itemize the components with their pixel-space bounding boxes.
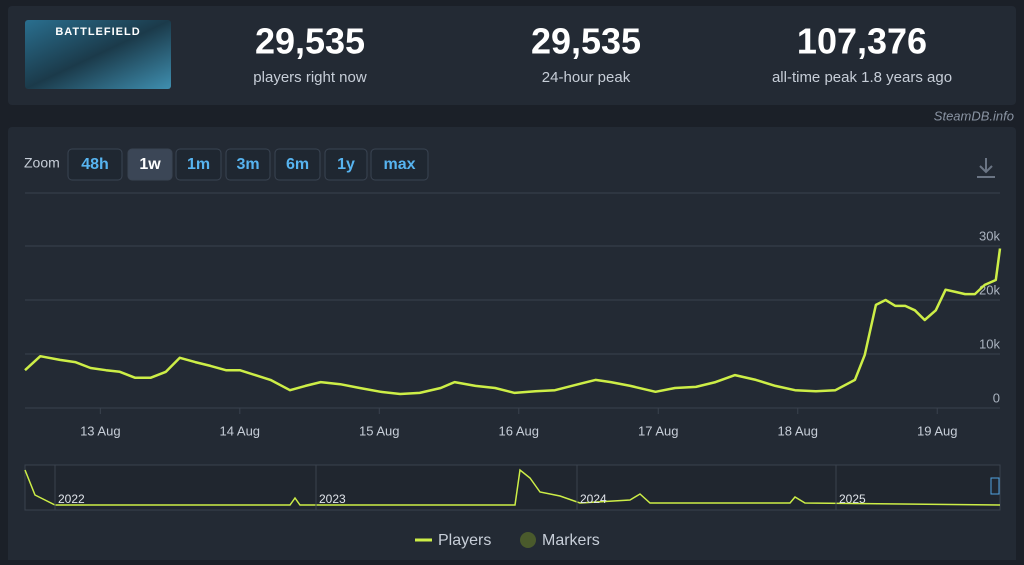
thumbnail-text: BATTLEFIELD	[55, 26, 140, 38]
game-thumbnail[interactable]	[25, 20, 171, 89]
zoom-button-label: max	[383, 156, 415, 173]
zoom-button[interactable]	[324, 148, 368, 181]
x-tick-label: 16 Aug	[499, 423, 540, 438]
zoom-button[interactable]	[370, 148, 429, 181]
zoom-button[interactable]	[67, 148, 123, 181]
legend-label[interactable]: Players	[438, 532, 491, 549]
download-icon[interactable]	[977, 158, 995, 178]
y-tick-label: 30k	[979, 228, 1000, 243]
stat-value: 29,535	[531, 21, 641, 62]
navigator-year: 2025	[839, 492, 866, 506]
stat-value: 107,376	[797, 21, 927, 62]
zoom-button[interactable]	[127, 148, 173, 181]
zoom-button[interactable]	[225, 148, 271, 181]
navigator-year: 2024	[580, 492, 607, 506]
source: SteamDB.info	[934, 108, 1014, 123]
y-tick-label: 10k	[979, 336, 1000, 351]
x-tick-label: 17 Aug	[638, 423, 679, 438]
y-tick-label: 0	[993, 390, 1000, 405]
stat-label: all-time peak 1.8 years ago	[772, 69, 952, 86]
navigator-line	[24, 468, 1001, 506]
x-tick-label: 19 Aug	[917, 423, 958, 438]
x-tick-label: 15 Aug	[359, 423, 400, 438]
series-line	[24, 248, 1002, 396]
navigator-handle[interactable]	[990, 477, 1000, 495]
zoom-button-label: 1m	[187, 156, 210, 173]
zoom-button[interactable]	[175, 148, 222, 181]
legend-label[interactable]: Markers	[542, 532, 600, 549]
zoom-button-label: 3m	[236, 156, 259, 173]
zoom-button-label: 6m	[286, 156, 309, 173]
zoom-button-label: 1y	[337, 156, 355, 173]
x-tick-label: 14 Aug	[220, 423, 261, 438]
zoom-button[interactable]	[274, 148, 321, 181]
navigator-year: 2022	[58, 492, 85, 506]
y-tick-label: 20k	[979, 282, 1000, 297]
x-tick-label: 18 Aug	[777, 423, 818, 438]
x-tick-label: 13 Aug	[80, 423, 121, 438]
zoom-button-label: 1w	[139, 156, 161, 173]
chart-panel	[8, 127, 1016, 565]
stat-label: players right now	[253, 69, 367, 86]
navigator-year: 2023	[319, 492, 346, 506]
navigator[interactable]	[24, 464, 1001, 511]
zoom-button-label: 48h	[81, 156, 109, 173]
stat-label: 24-hour peak	[542, 69, 631, 86]
stat-value: 29,535	[255, 21, 365, 62]
zoom-label: Zoom	[24, 155, 60, 171]
stats-panel	[8, 6, 1016, 105]
legend-swatch	[520, 532, 536, 548]
